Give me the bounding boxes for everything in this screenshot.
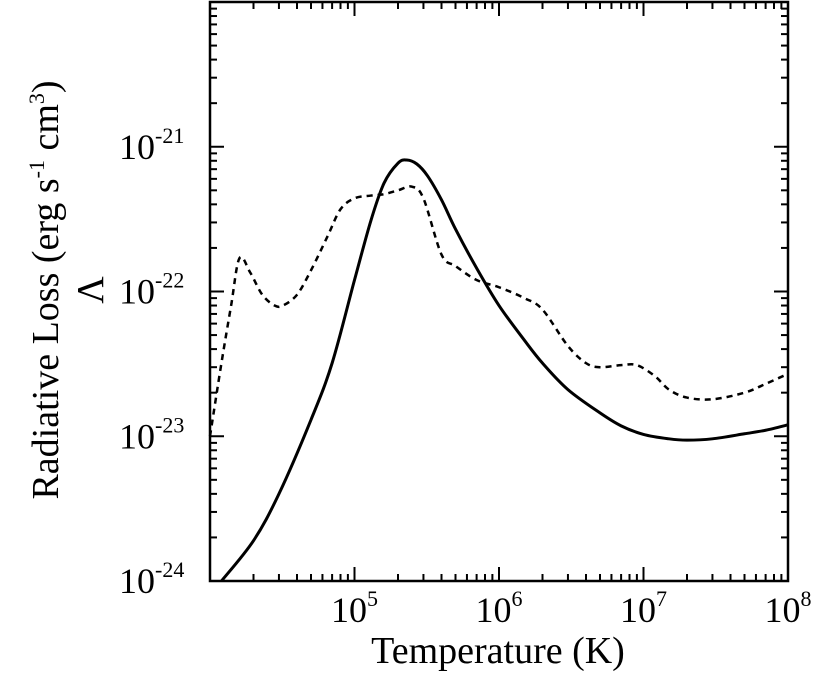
solid-series-line	[220, 158, 789, 582]
y-axis-label-part1: Radiative Loss (erg s	[25, 178, 67, 499]
y-axis-label-sup1: -1	[24, 160, 49, 178]
y-axis-label-part2: cm	[25, 104, 67, 160]
y-tick-label: 10-24	[119, 557, 184, 601]
y-axis-label-sup2: 3	[24, 93, 49, 104]
x-axis-label: Temperature (K)	[371, 630, 625, 672]
y-axis-label-group: Radiative Loss (erg s-1 cm3) Λ	[24, 80, 112, 499]
axis-ticks	[209, 1, 789, 582]
y-tick-label: 10-23	[119, 412, 184, 456]
x-tick-labels: 105 106 107 108	[331, 586, 812, 630]
series-layer	[208, 158, 789, 582]
dashed-series-line	[208, 185, 789, 437]
plot-frame	[208, 0, 790, 583]
x-tick-label: 108	[765, 586, 812, 630]
x-tick-label: 107	[620, 586, 667, 630]
y-axis-symbol: Λ	[70, 276, 112, 304]
y-axis-label-part3: )	[25, 80, 67, 93]
y-tick-labels: 10-24 10-23 10-22 10-21	[119, 123, 184, 601]
y-tick-label: 10-21	[119, 123, 184, 167]
y-tick-label: 10-22	[119, 268, 184, 312]
x-tick-label: 106	[476, 586, 523, 630]
y-axis-label: Radiative Loss (erg s-1 cm3)	[24, 80, 67, 499]
x-tick-label: 105	[331, 586, 378, 630]
